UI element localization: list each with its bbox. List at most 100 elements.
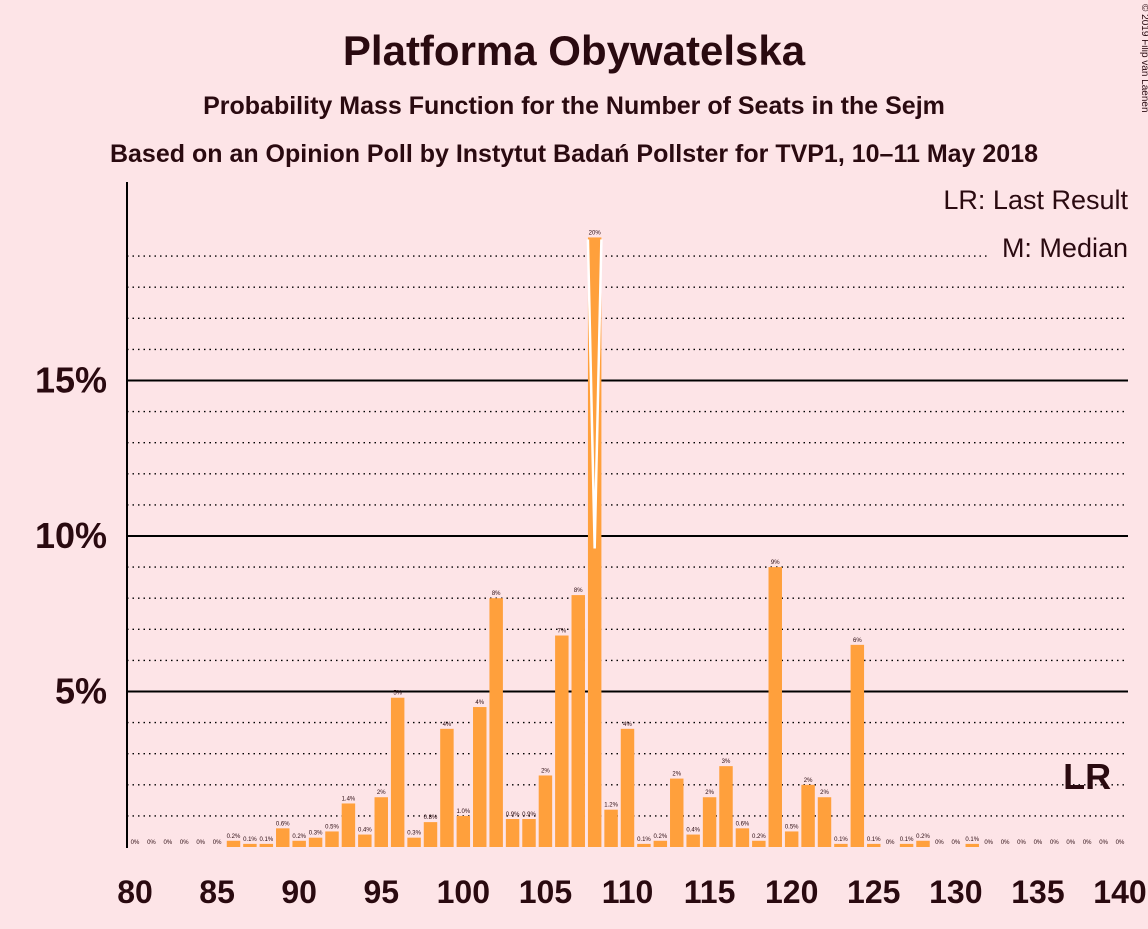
bars	[226, 237, 979, 847]
bar-87	[243, 843, 257, 847]
data-label-112: 0.2%	[653, 834, 667, 840]
y-tick-label: 10%	[35, 515, 107, 556]
bar-109	[604, 809, 618, 847]
bar-96	[390, 697, 405, 847]
bar-125	[867, 843, 881, 847]
bar-122	[817, 797, 832, 847]
data-label-127: 0.1%	[900, 837, 914, 843]
data-label-136: 0%	[1050, 840, 1059, 846]
data-label-129: 0%	[935, 840, 944, 846]
data-label-130: 0%	[951, 840, 960, 846]
x-tick-label: 105	[519, 874, 572, 910]
data-label-118: 0.2%	[752, 834, 766, 840]
chart-subtitle-2: Based on an Opinion Poll by Instytut Bad…	[110, 140, 1038, 168]
bar-120	[784, 831, 799, 847]
bar-95	[374, 797, 388, 847]
legend-median: M: Median	[1002, 233, 1128, 263]
data-label-137: 0%	[1066, 840, 1075, 846]
data-label-101: 4%	[475, 700, 484, 706]
data-label-94: 0.4%	[358, 828, 372, 834]
bar-100	[456, 815, 471, 847]
x-tick-label: 80	[117, 874, 153, 910]
bar-90	[292, 840, 306, 847]
bar-101	[473, 707, 487, 847]
x-tick-label: 90	[281, 874, 317, 910]
x-tick-label: 125	[847, 874, 900, 910]
bar-91	[308, 837, 323, 847]
data-label-122: 2%	[820, 790, 829, 796]
data-label-98: 0.8%	[424, 815, 438, 821]
data-label-128: 0.2%	[916, 834, 930, 840]
bar-98	[423, 822, 438, 847]
data-label-97: 0.3%	[407, 831, 421, 837]
bar-127	[899, 843, 914, 847]
data-label-113: 2%	[672, 772, 681, 778]
bar-106	[555, 635, 569, 847]
data-label-106: 7%	[557, 629, 566, 635]
data-label-91: 0.3%	[309, 831, 323, 837]
x-tick-label: 140	[1093, 874, 1146, 910]
data-label-131: 0.1%	[965, 837, 979, 843]
x-tick-label: 120	[765, 874, 818, 910]
data-label-87: 0.1%	[243, 837, 257, 843]
x-tick-label: 100	[437, 874, 490, 910]
bar-113	[670, 778, 684, 847]
bar-97	[407, 837, 421, 847]
legend-median-background	[990, 232, 1132, 264]
data-label-103: 0.9%	[506, 812, 520, 818]
y-tick-label: 15%	[35, 360, 107, 401]
last-result-marker: LR	[1063, 756, 1111, 797]
bar-123	[834, 843, 848, 847]
legend-last-result: LR: Last Result	[943, 185, 1128, 215]
data-label-124: 6%	[853, 638, 862, 644]
data-label-123: 0.1%	[834, 837, 848, 843]
data-label-111: 0.1%	[637, 837, 651, 843]
data-label-120: 0.5%	[785, 824, 799, 830]
data-label-132: 0%	[984, 840, 993, 846]
data-label-90: 0.2%	[292, 834, 306, 840]
data-label-83: 0%	[180, 840, 189, 846]
data-label-117: 0.6%	[736, 821, 750, 827]
data-label-86: 0.2%	[227, 834, 241, 840]
data-label-116: 3%	[722, 759, 731, 765]
data-label-105: 2%	[541, 768, 550, 774]
bar-88	[259, 843, 274, 847]
bar-107	[571, 595, 585, 847]
bar-92	[325, 831, 339, 847]
copyright: © 2019 Filip van Laenen	[1139, 4, 1148, 113]
bar-89	[276, 828, 290, 847]
bar-117	[735, 828, 750, 847]
bar-131	[965, 843, 979, 847]
data-label-121: 2%	[804, 778, 813, 784]
data-label-85: 0%	[213, 840, 222, 846]
axes: 5% 10% 15% 80 85 90 95 100 105 110 115 120 125 130 135…	[35, 182, 1147, 910]
data-label-81: 0%	[147, 840, 156, 846]
data-label-109: 1.2%	[604, 803, 618, 809]
data-label-82: 0%	[163, 840, 172, 846]
data-label-102: 8%	[492, 591, 501, 597]
data-labels: 0% 0% 0% 0% 0% 0%0.2%0.1% 0.1%0.6%0.2%0.3%0.5%…	[131, 230, 1125, 846]
bar-128	[916, 840, 930, 847]
data-label-138: 0%	[1083, 840, 1092, 846]
bar-119	[768, 567, 782, 847]
bar-86	[226, 840, 241, 847]
x-tick-label: 85	[199, 874, 235, 910]
bar-111	[637, 843, 651, 847]
bar-121	[801, 784, 815, 847]
data-label-133: 0%	[1001, 840, 1010, 846]
data-label-125: 0.1%	[867, 837, 881, 843]
bar-110	[620, 728, 635, 847]
median-marker	[586, 239, 603, 549]
data-label-108: 20%	[589, 230, 602, 236]
data-label-96: 5%	[393, 691, 402, 697]
bar-112	[653, 840, 668, 847]
data-label-140: 0%	[1116, 840, 1125, 846]
data-label-92: 0.5%	[325, 824, 339, 830]
bar-114	[686, 834, 700, 847]
data-label-100: 1.0%	[456, 809, 470, 815]
y-tick-label: 5%	[55, 671, 107, 712]
data-label-99: 4%	[443, 722, 452, 728]
bar-118	[752, 840, 766, 847]
